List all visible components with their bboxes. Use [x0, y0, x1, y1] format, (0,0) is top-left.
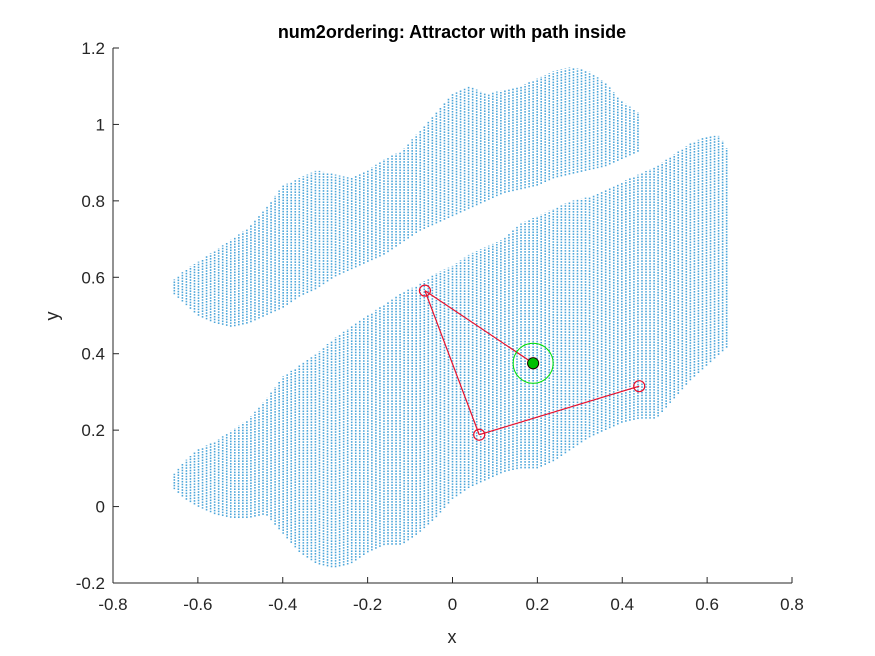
- x-tick-label-2: -0.4: [268, 595, 297, 614]
- x-tick-label-6: 0.4: [610, 595, 634, 614]
- y-tick-label-5: 0.8: [81, 192, 105, 211]
- x-tick-label-8: 0.8: [780, 595, 804, 614]
- y-tick-label-4: 0.6: [81, 268, 105, 287]
- path-point-3: [633, 380, 646, 393]
- chart-title: num2ordering: Attractor with path inside: [278, 22, 626, 42]
- path-segment-0: [424, 290, 534, 364]
- y-tick-label-3: 0.4: [81, 345, 105, 364]
- x-tick-label-5: 0.2: [526, 595, 550, 614]
- x-axis-label: x: [448, 627, 457, 647]
- y-tick-label-1: 0: [96, 498, 105, 517]
- path-overlay: [418, 284, 646, 441]
- y-tick-label-0: -0.2: [76, 574, 105, 593]
- path-segment-1: [424, 290, 480, 435]
- y-tick-label-2: 0.2: [81, 421, 105, 440]
- start-point-marker: [527, 357, 540, 370]
- y-tick-label-6: 1: [96, 115, 105, 134]
- x-tick-label-4: 0: [448, 595, 457, 614]
- y-axis-label: y: [42, 312, 62, 321]
- x-tick-label-1: -0.6: [183, 595, 212, 614]
- axes: -0.8 -0.6 -0.4 -0.2 0 0.2 0.4 0.6 0.8 -0.2 0 0.2 0.4…: [76, 39, 804, 614]
- x-tick-label-0: -0.8: [98, 595, 127, 614]
- y-tick-label-7: 1.2: [81, 39, 105, 58]
- start-point-ring: [512, 342, 554, 384]
- x-tick-label-3: -0.2: [353, 595, 382, 614]
- attractor-scatter: [173, 67, 728, 568]
- x-tick-label-7: 0.6: [695, 595, 719, 614]
- path-point-1: [418, 284, 432, 297]
- path-segment-2: [479, 385, 640, 436]
- path-point-2: [473, 428, 486, 441]
